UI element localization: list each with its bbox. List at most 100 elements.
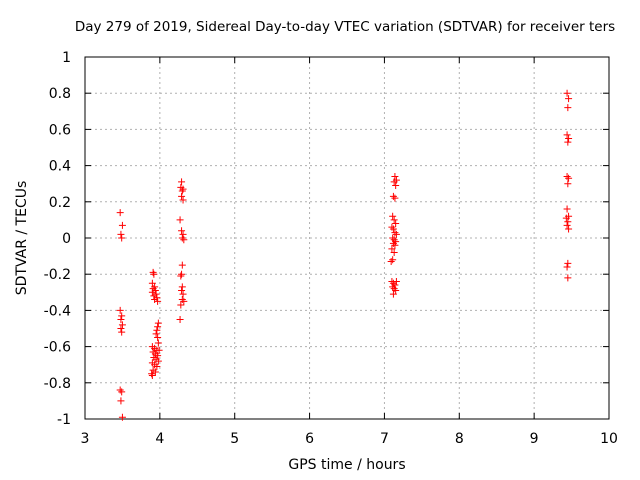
data-point xyxy=(152,330,160,338)
data-point xyxy=(563,205,571,213)
data-point xyxy=(151,368,159,376)
data-point xyxy=(389,212,397,220)
data-point xyxy=(151,283,159,291)
data-point xyxy=(118,321,126,329)
data-point xyxy=(389,192,397,200)
data-point xyxy=(154,323,162,331)
data-point xyxy=(392,277,400,285)
data-point xyxy=(563,263,571,271)
data-point xyxy=(153,326,161,334)
data-point xyxy=(388,245,396,253)
data-point xyxy=(148,288,156,296)
data-point xyxy=(118,388,126,396)
y-tick-label: 0.2 xyxy=(49,195,71,211)
data-point xyxy=(565,174,573,182)
data-point xyxy=(390,248,398,256)
y-tick-label: 1 xyxy=(62,50,71,66)
x-tick-label: 4 xyxy=(155,431,164,447)
data-point xyxy=(154,334,162,342)
data-point xyxy=(116,386,124,394)
data-point xyxy=(178,261,186,269)
data-point xyxy=(391,241,399,249)
data-point xyxy=(564,218,572,226)
data-point xyxy=(390,236,398,244)
data-point xyxy=(564,138,572,146)
y-tick-label: -0.4 xyxy=(44,303,71,319)
data-point xyxy=(179,185,187,193)
data-point xyxy=(178,286,186,294)
data-point xyxy=(389,234,397,242)
data-point xyxy=(179,196,187,204)
data-point xyxy=(389,256,397,264)
x-tick-label: 5 xyxy=(230,431,239,447)
y-tick-label: -0.8 xyxy=(44,376,71,392)
x-tick-label: 6 xyxy=(305,431,314,447)
data-point xyxy=(564,180,572,188)
data-point xyxy=(118,413,126,421)
data-point xyxy=(154,357,162,365)
y-tick-label: -0.2 xyxy=(44,267,71,283)
data-point xyxy=(391,229,399,237)
data-point xyxy=(178,270,186,278)
data-point xyxy=(178,283,186,291)
data-point xyxy=(563,89,571,97)
data-point xyxy=(155,346,163,354)
data-point xyxy=(180,297,188,305)
data-point xyxy=(565,225,573,233)
data-point xyxy=(154,319,162,327)
y-tick-label: 0 xyxy=(62,231,71,247)
data-point xyxy=(178,296,186,304)
data-point xyxy=(179,230,187,238)
data-point xyxy=(148,372,156,380)
data-point xyxy=(178,187,186,195)
data-point xyxy=(178,178,186,186)
y-tick-label: -1 xyxy=(57,412,71,428)
data-point xyxy=(392,220,400,228)
data-point xyxy=(387,258,395,266)
data-point xyxy=(389,239,397,247)
data-point xyxy=(178,227,186,235)
data-point xyxy=(563,131,571,139)
x-tick-label: 10 xyxy=(600,431,618,447)
data-point xyxy=(117,325,125,332)
data-point xyxy=(118,312,126,320)
data-point xyxy=(392,286,400,294)
data-point xyxy=(391,194,399,202)
data-point xyxy=(564,259,572,267)
data-point xyxy=(389,225,397,233)
data-point xyxy=(117,230,125,238)
data-point xyxy=(117,397,125,405)
data-point xyxy=(388,223,396,231)
data-point xyxy=(118,234,126,242)
y-axis-label: SDTVAR / TECUs xyxy=(14,180,30,296)
data-point xyxy=(389,279,397,287)
x-tick-label: 7 xyxy=(380,431,389,447)
data-point xyxy=(180,236,188,244)
data-point xyxy=(154,339,162,347)
data-point xyxy=(390,216,398,224)
plot-frame xyxy=(84,56,610,420)
data-point xyxy=(118,221,126,229)
data-point xyxy=(392,182,400,190)
data-point xyxy=(154,297,162,305)
data-point xyxy=(563,221,571,229)
data-point xyxy=(564,104,572,112)
x-tick-label: 9 xyxy=(530,431,539,447)
data-point xyxy=(179,290,187,298)
data-point xyxy=(176,315,184,323)
x-tick-label: 3 xyxy=(81,431,90,447)
x-tick-label: 8 xyxy=(455,431,464,447)
data-point xyxy=(116,306,124,314)
data-point xyxy=(391,172,399,180)
data-point xyxy=(390,178,398,186)
y-tick-label: 0.8 xyxy=(49,86,71,102)
data-point xyxy=(177,272,185,280)
data-point xyxy=(116,209,124,217)
y-tick-label: 0.6 xyxy=(49,122,71,138)
data-point xyxy=(563,172,571,180)
data-point xyxy=(153,363,161,371)
data-point xyxy=(151,296,159,304)
data-point xyxy=(392,230,400,238)
data-point xyxy=(150,292,158,300)
